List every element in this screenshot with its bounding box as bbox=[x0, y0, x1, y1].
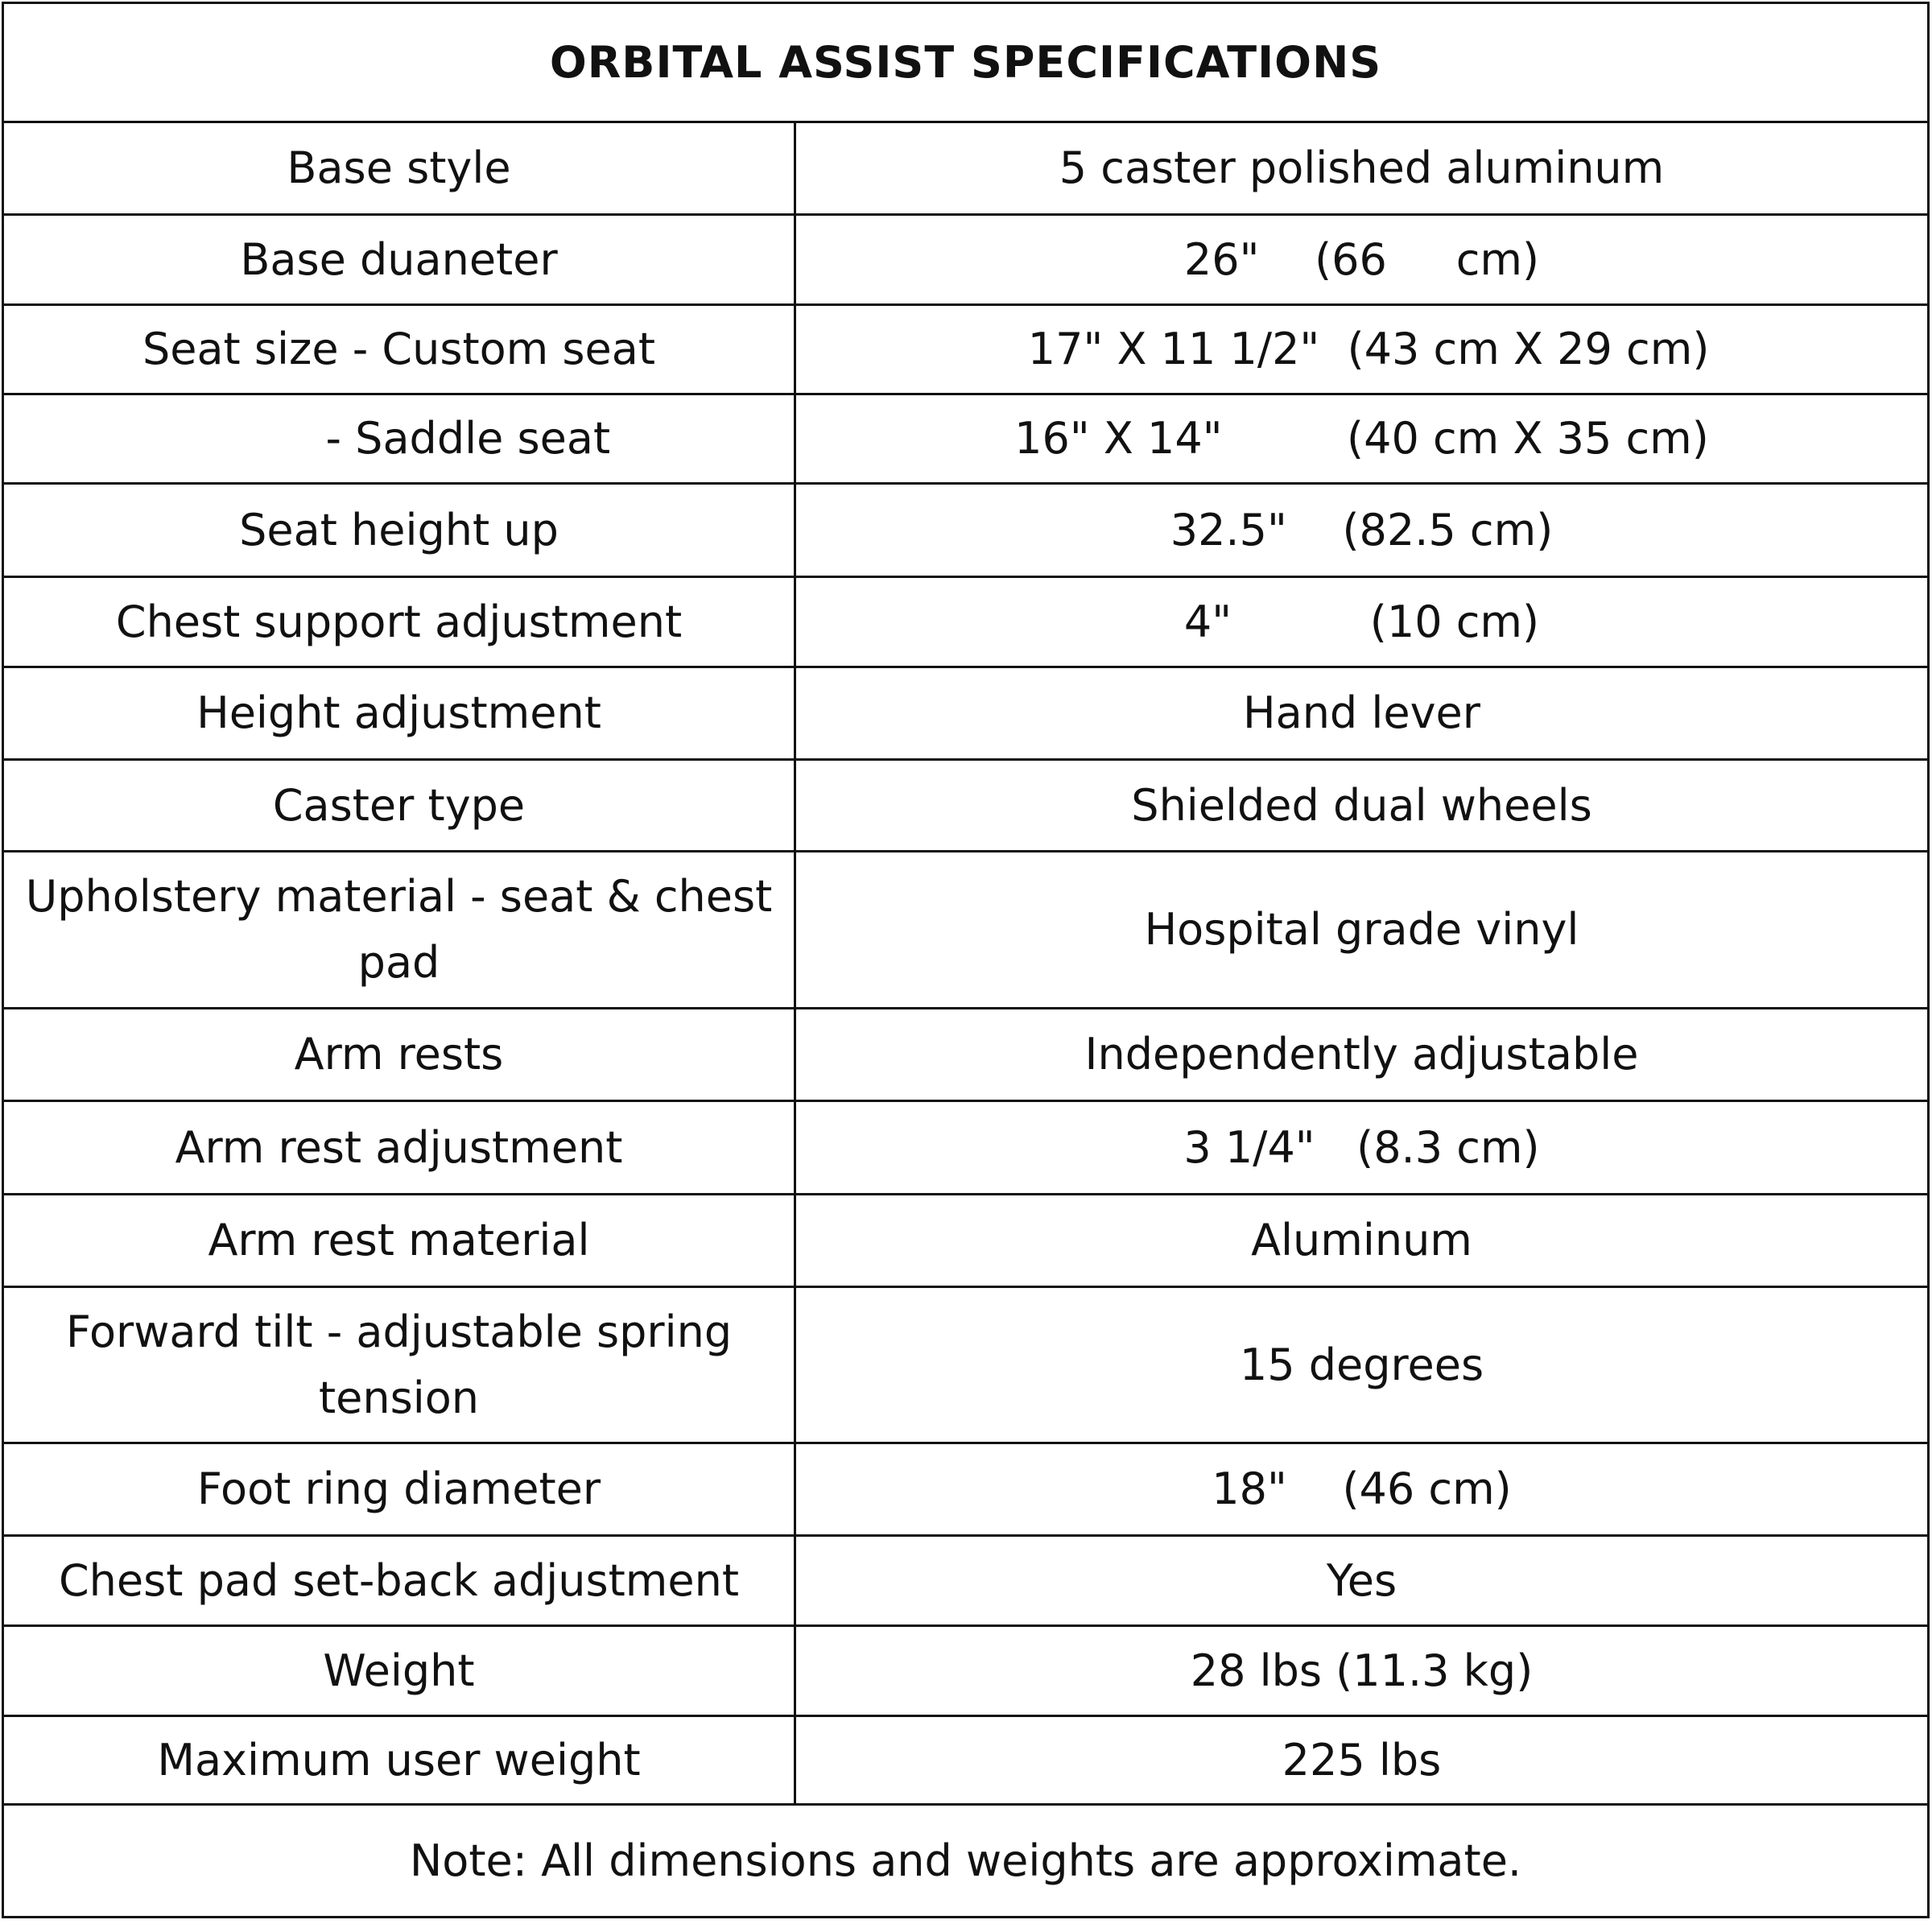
spec-value: 225 lbs bbox=[794, 1715, 1930, 1806]
spec-label: Upholstery material - seat & chest pad bbox=[2, 850, 796, 1009]
spec-value: 3 1/4" (8.3 cm) bbox=[794, 1100, 1930, 1195]
table-row: Upholstery material - seat & chest pad Ho… bbox=[2, 850, 1930, 1009]
spec-label: Arm rests bbox=[2, 1007, 796, 1102]
spec-value: 32.5" (82.5 cm) bbox=[794, 482, 1930, 578]
spec-label: Arm rest material bbox=[2, 1193, 796, 1288]
spec-label: Caster type bbox=[2, 758, 796, 852]
table-row: Seat size - Custom seat 17" X 11 1/2" (4… bbox=[2, 303, 1930, 395]
table-row: Chest pad set-back adjustment Yes bbox=[2, 1534, 1930, 1627]
spec-label: Foot ring diameter bbox=[2, 1442, 796, 1537]
spec-value: 16" X 14" (40 cm X 35 cm) bbox=[794, 393, 1930, 485]
spec-label: Seat height up bbox=[2, 482, 796, 578]
title-row: ORBITAL ASSIST SPECIFICATIONS bbox=[2, 2, 1930, 123]
spec-value: 26" (66 cm) bbox=[794, 213, 1930, 306]
table-row: - Saddle seat 16" X 14" (40 cm X 35 cm) bbox=[2, 393, 1930, 485]
spec-label: Base style bbox=[2, 121, 796, 216]
table-row: Forward tilt - adjustable spring tension… bbox=[2, 1286, 1930, 1444]
footnote: Note: All dimensions and weights are app… bbox=[2, 1803, 1930, 1918]
table-row: Height adjustment Hand lever bbox=[2, 666, 1930, 761]
table-row: Base duaneter 26" (66 cm) bbox=[2, 213, 1930, 306]
table-row: Base style 5 caster polished aluminum bbox=[2, 121, 1930, 216]
spec-value: 28 lbs (11.3 kg) bbox=[794, 1624, 1930, 1717]
spec-label: - Saddle seat bbox=[2, 393, 796, 485]
spec-label: Weight bbox=[2, 1624, 796, 1717]
table-row: Arm rest adjustment 3 1/4" (8.3 cm) bbox=[2, 1100, 1930, 1195]
table-title: ORBITAL ASSIST SPECIFICATIONS bbox=[2, 2, 1930, 123]
spec-value: 17" X 11 1/2" (43 cm X 29 cm) bbox=[794, 303, 1930, 395]
spec-value: 15 degrees bbox=[794, 1286, 1930, 1444]
spec-label: Forward tilt - adjustable spring tension bbox=[2, 1286, 796, 1444]
spec-value: 5 caster polished aluminum bbox=[794, 121, 1930, 216]
spec-value: Aluminum bbox=[794, 1193, 1930, 1288]
spec-value: 4" (10 cm) bbox=[794, 576, 1930, 668]
table-row: Chest support adjustment 4" (10 cm) bbox=[2, 576, 1930, 668]
spec-value: Yes bbox=[794, 1534, 1930, 1627]
spec-value: Independently adjustable bbox=[794, 1007, 1930, 1102]
spec-label: Chest pad set-back adjustment bbox=[2, 1534, 796, 1627]
spec-value: Shielded dual wheels bbox=[794, 758, 1930, 852]
spec-value: Hospital grade vinyl bbox=[794, 850, 1930, 1009]
table-row: Arm rest material Aluminum bbox=[2, 1193, 1930, 1288]
table-row: Seat height up 32.5" (82.5 cm) bbox=[2, 482, 1930, 578]
spec-value: 18" (46 cm) bbox=[794, 1442, 1930, 1537]
spec-value: Hand lever bbox=[794, 666, 1930, 761]
spec-label: Chest support adjustment bbox=[2, 576, 796, 668]
table-row: Weight 28 lbs (11.3 kg) bbox=[2, 1624, 1930, 1717]
spec-label: Base duaneter bbox=[2, 213, 796, 306]
spec-label: Maximum user weight bbox=[2, 1715, 796, 1806]
spec-label: Seat size - Custom seat bbox=[2, 303, 796, 395]
table-row: Maximum user weight 225 lbs bbox=[2, 1715, 1930, 1806]
spec-label: Arm rest adjustment bbox=[2, 1100, 796, 1195]
table-row: Caster type Shielded dual wheels bbox=[2, 758, 1930, 852]
table-row: Arm rests Independently adjustable bbox=[2, 1007, 1930, 1102]
spec-label: Height adjustment bbox=[2, 666, 796, 761]
note-row: Note: All dimensions and weights are app… bbox=[2, 1803, 1930, 1918]
table-row: Foot ring diameter 18" (46 cm) bbox=[2, 1442, 1930, 1537]
